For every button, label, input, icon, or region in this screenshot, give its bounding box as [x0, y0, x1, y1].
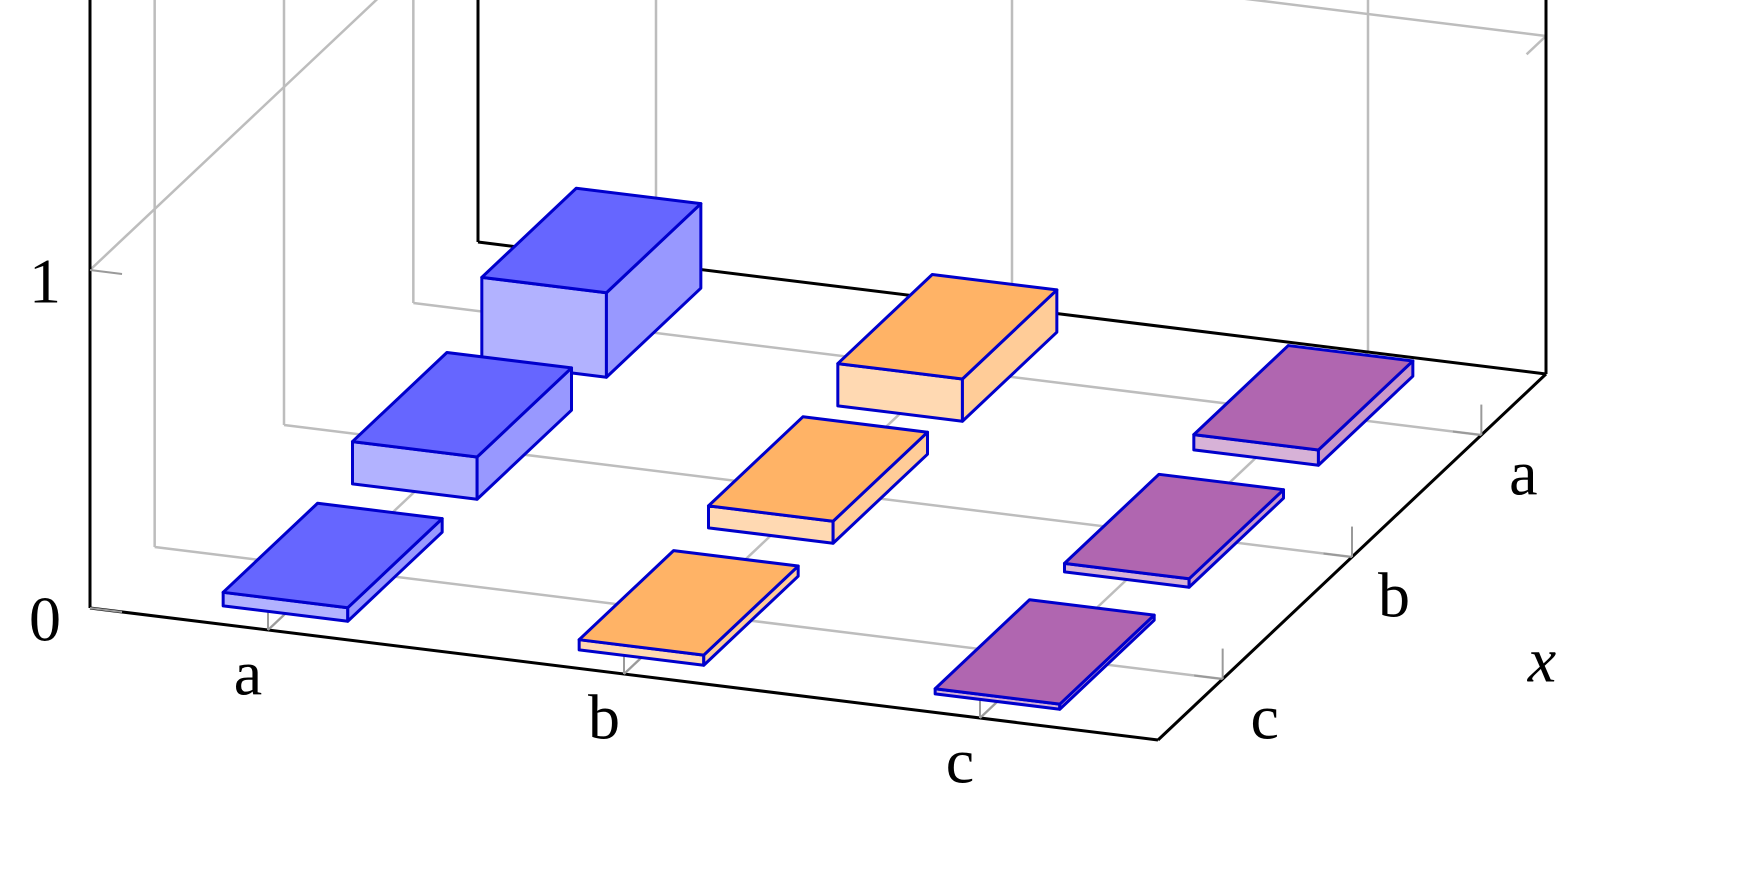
z-tick-label: 1	[29, 246, 61, 317]
grid-line	[1244, 0, 1547, 38]
x-tick-label: b	[588, 682, 620, 753]
bar-top	[577, 549, 800, 657]
grid-line	[1525, 35, 1547, 56]
x-tick-label: c	[946, 726, 974, 797]
bar-top	[706, 415, 930, 523]
bar-top	[836, 273, 1059, 381]
depth-tick-label: a	[1509, 438, 1537, 509]
depth-tick	[1452, 430, 1482, 436]
depth-tick-label: b	[1378, 560, 1410, 631]
depth-axis-label: x	[1527, 625, 1556, 696]
bar	[221, 501, 444, 623]
bar-top	[221, 501, 444, 610]
bar-top	[933, 598, 1156, 706]
depth-tick	[1323, 552, 1353, 558]
bar	[836, 273, 1059, 423]
bar	[1192, 344, 1415, 467]
depth-tick	[1194, 674, 1223, 680]
bar-top	[350, 351, 574, 459]
bar-top	[1062, 472, 1286, 581]
z-tick-label: 0	[29, 584, 61, 655]
z-tick	[89, 607, 123, 613]
bar	[480, 186, 703, 379]
x-tick-label: a	[234, 638, 262, 709]
bar	[577, 549, 800, 667]
bar-top	[480, 186, 703, 295]
grid-line	[89, 0, 379, 271]
bar	[706, 415, 930, 545]
depth-tick-label: c	[1250, 682, 1278, 753]
bar-top	[1192, 344, 1415, 452]
z-tick	[89, 269, 123, 275]
bar	[350, 351, 574, 501]
bar	[933, 598, 1156, 711]
bar	[1062, 472, 1286, 589]
